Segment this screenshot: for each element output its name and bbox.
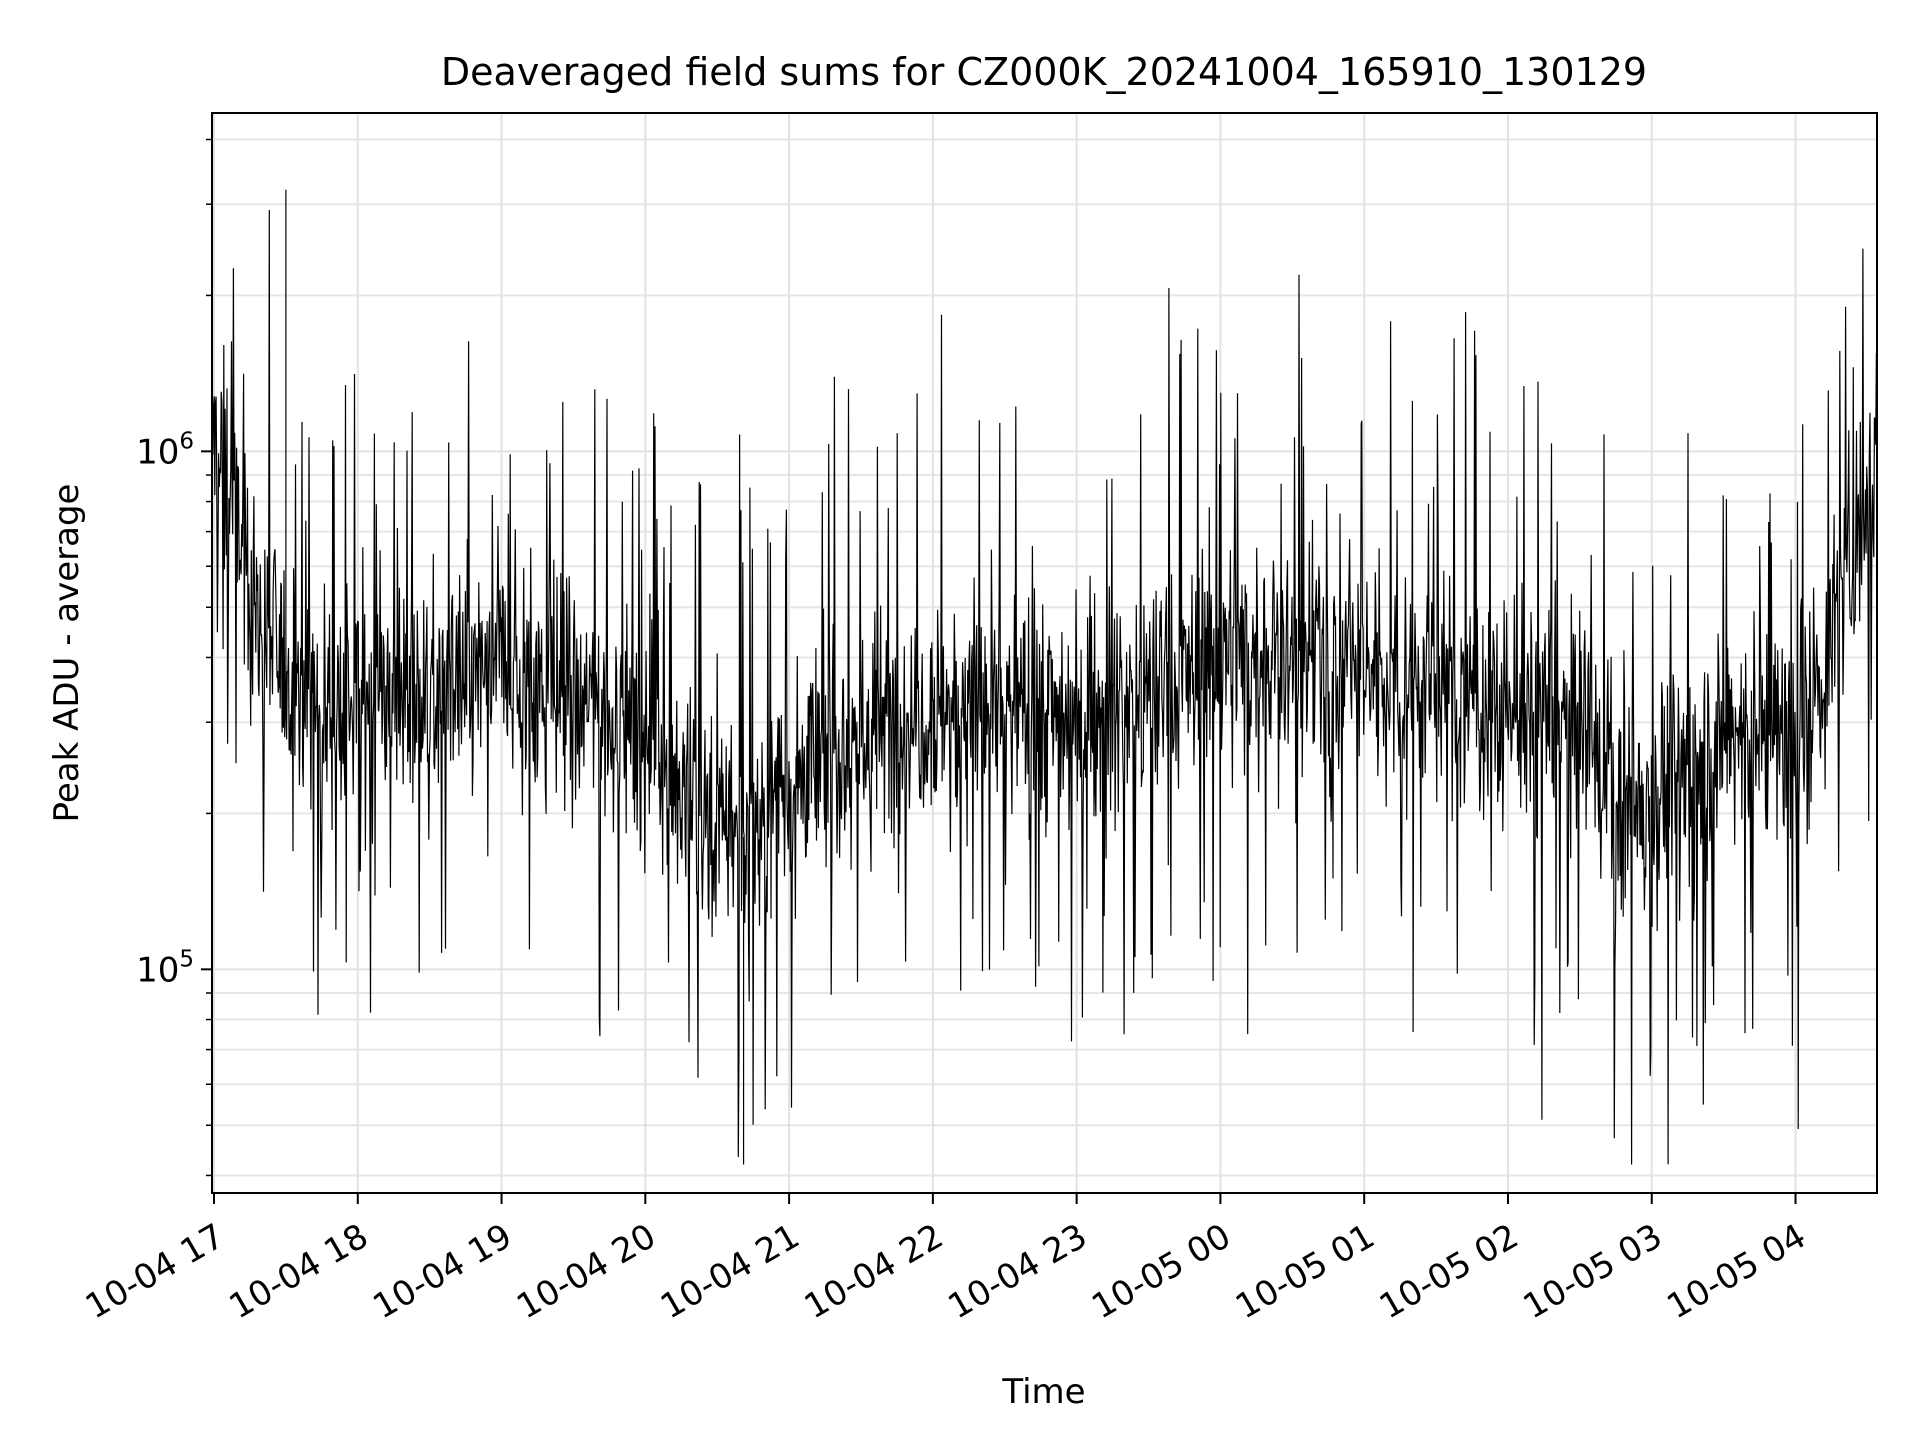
- series-line: [211, 209, 1878, 1165]
- y-tick-label: 105: [136, 946, 194, 990]
- chart-title: Deaveraged field sums for CZ000K_2024100…: [441, 50, 1647, 94]
- y-axis-label: Peak ADU - average: [47, 484, 87, 823]
- plot-frame: [211, 112, 1878, 1194]
- y-tick-label: 106: [136, 428, 194, 472]
- plot-area: [211, 189, 1878, 1165]
- x-axis-label: Time: [1001, 1372, 1085, 1412]
